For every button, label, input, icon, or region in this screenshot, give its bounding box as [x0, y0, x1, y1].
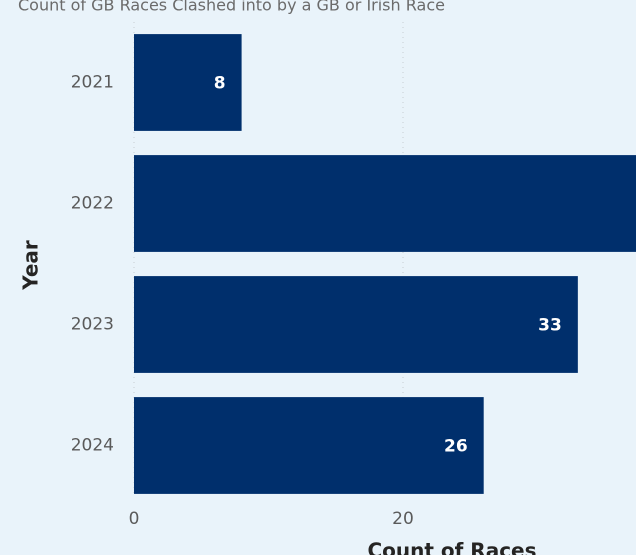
data-label: 33 [538, 316, 562, 336]
bar [134, 155, 636, 252]
data-label: 26 [444, 437, 468, 457]
x-tick-label: 0 [129, 509, 140, 529]
x-tick-label: 20 [392, 509, 414, 529]
bar [134, 397, 484, 494]
x-axis-title: Count of Races [367, 539, 536, 555]
chart-title: Count of GB Races Clashed into by a GB o… [18, 0, 445, 15]
data-label: 8 [214, 74, 226, 94]
y-tick-label: 2021 [71, 73, 114, 93]
bar [134, 276, 578, 373]
bar [134, 34, 242, 131]
y-axis-title: Year [19, 240, 43, 291]
y-tick-label: 2022 [71, 194, 114, 214]
y-tick-label: 2023 [71, 315, 114, 335]
y-tick-label: 2024 [71, 436, 114, 456]
